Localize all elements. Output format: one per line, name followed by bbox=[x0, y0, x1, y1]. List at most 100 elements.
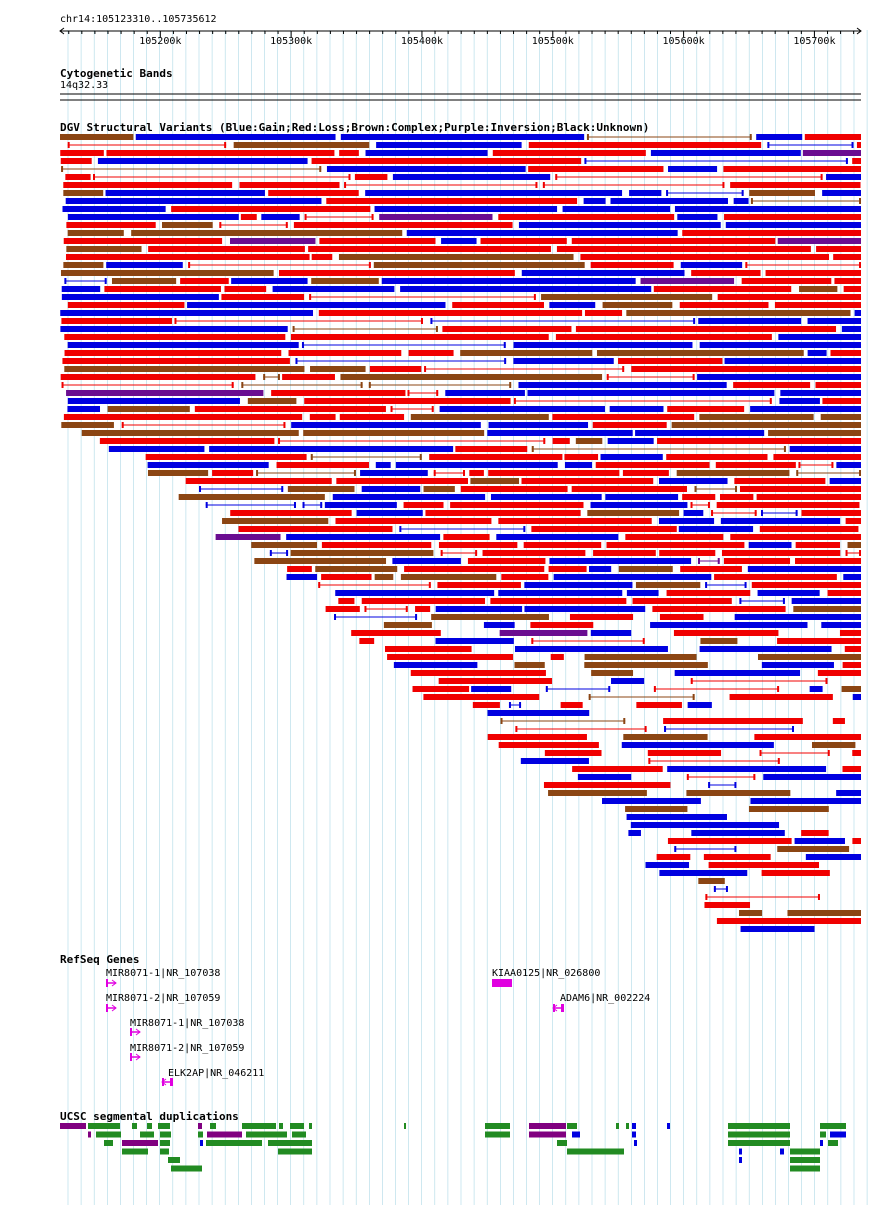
gene-exon[interactable] bbox=[130, 1028, 132, 1036]
dgv-variant[interactable] bbox=[777, 846, 850, 852]
dgv-variant[interactable] bbox=[66, 246, 142, 252]
dgv-variant[interactable] bbox=[584, 310, 623, 316]
dgv-variant-end[interactable] bbox=[405, 606, 408, 612]
dgv-variant[interactable] bbox=[843, 286, 861, 292]
dgv-variant[interactable] bbox=[60, 310, 314, 316]
dgv-variant[interactable] bbox=[375, 462, 391, 468]
dgv-variant[interactable] bbox=[843, 574, 861, 580]
dgv-variant[interactable] bbox=[833, 254, 861, 260]
dgv-variant-end[interactable] bbox=[224, 142, 227, 148]
dgv-variant[interactable] bbox=[445, 390, 525, 396]
dgv-variant[interactable] bbox=[335, 518, 492, 524]
dgv-variant[interactable] bbox=[251, 542, 318, 548]
dgv-variant[interactable] bbox=[600, 454, 663, 460]
dgv-variant[interactable] bbox=[455, 446, 528, 452]
dgv-variant[interactable] bbox=[553, 574, 712, 580]
dgv-variant[interactable] bbox=[852, 838, 861, 844]
dgv-variant[interactable] bbox=[530, 622, 594, 628]
dgv-variant-end[interactable] bbox=[428, 582, 431, 588]
dgv-variant[interactable] bbox=[801, 830, 829, 836]
dgv-variant[interactable] bbox=[527, 390, 775, 396]
dgv-variant-end[interactable] bbox=[606, 374, 609, 380]
dgv-variant[interactable] bbox=[351, 630, 441, 636]
dgv-variant[interactable] bbox=[552, 414, 695, 420]
dgv-variant-end[interactable] bbox=[725, 886, 728, 892]
dgv-variant[interactable] bbox=[369, 366, 422, 372]
dgv-variant[interactable] bbox=[739, 486, 861, 492]
dgv-variant[interactable] bbox=[734, 478, 826, 484]
dgv-variant-end[interactable] bbox=[825, 678, 828, 684]
dgv-variant[interactable] bbox=[699, 414, 814, 420]
dgv-variant[interactable] bbox=[584, 654, 697, 660]
dgv-variant[interactable] bbox=[67, 342, 299, 348]
dgv-variant-end[interactable] bbox=[653, 686, 656, 692]
dgv-variant-end[interactable] bbox=[767, 142, 770, 148]
dgv-variant[interactable] bbox=[438, 542, 518, 548]
dgv-variant[interactable] bbox=[630, 822, 780, 828]
segdup-block[interactable] bbox=[728, 1140, 790, 1146]
dgv-variant-end[interactable] bbox=[690, 502, 693, 508]
segdup-block[interactable] bbox=[171, 1165, 202, 1172]
dgv-variant-end[interactable] bbox=[759, 750, 762, 756]
dgv-variant[interactable] bbox=[524, 606, 646, 612]
dgv-variant[interactable] bbox=[131, 230, 403, 236]
dgv-variant-end[interactable] bbox=[515, 726, 518, 732]
gene-label[interactable]: MIR8071-2|NR_107059 bbox=[130, 1043, 244, 1054]
dgv-variant[interactable] bbox=[691, 270, 761, 276]
dgv-variant-end[interactable] bbox=[777, 758, 780, 764]
dgv-variant[interactable] bbox=[361, 486, 421, 492]
dgv-variant-end[interactable] bbox=[791, 726, 794, 732]
dgv-variant-end[interactable] bbox=[293, 502, 296, 508]
gene-label[interactable]: MIR8071-1|NR_107038 bbox=[130, 1018, 244, 1029]
dgv-variant[interactable] bbox=[682, 230, 861, 236]
dgv-variant[interactable] bbox=[847, 542, 861, 548]
dgv-variant-end[interactable] bbox=[219, 222, 222, 228]
segdup-block[interactable] bbox=[632, 1131, 636, 1138]
dgv-variant-end[interactable] bbox=[817, 894, 820, 900]
dgv-variant-end[interactable] bbox=[741, 190, 744, 196]
dgv-variant[interactable] bbox=[636, 702, 682, 708]
dgv-variant[interactable] bbox=[60, 374, 256, 380]
gene-exon[interactable] bbox=[170, 1078, 173, 1086]
dgv-variant-end[interactable] bbox=[545, 686, 548, 692]
dgv-variant-end[interactable] bbox=[666, 190, 669, 196]
dgv-variant[interactable] bbox=[626, 590, 659, 596]
dgv-variant[interactable] bbox=[673, 630, 779, 636]
dgv-variant[interactable] bbox=[518, 382, 727, 388]
dgv-variant-end[interactable] bbox=[648, 758, 651, 764]
dgv-variant[interactable] bbox=[171, 206, 371, 212]
dgv-variant-end[interactable] bbox=[281, 486, 284, 492]
dgv-variant[interactable] bbox=[488, 470, 620, 476]
dgv-variant[interactable] bbox=[730, 182, 861, 188]
dgv-variant[interactable] bbox=[340, 134, 585, 140]
dgv-variant-end[interactable] bbox=[419, 454, 422, 460]
dgv-variant[interactable] bbox=[66, 222, 156, 228]
dgv-variant-end[interactable] bbox=[269, 550, 272, 556]
dgv-variant[interactable] bbox=[719, 494, 754, 500]
dgv-variant-end[interactable] bbox=[390, 406, 393, 412]
dgv-variant-end[interactable] bbox=[694, 486, 697, 492]
dgv-variant[interactable] bbox=[99, 438, 275, 444]
dgv-track-title[interactable]: DGV Structural Variants (Blue:Gain;Red:L… bbox=[60, 121, 650, 134]
dgv-variant[interactable] bbox=[518, 222, 721, 228]
dgv-variant[interactable] bbox=[310, 366, 366, 372]
dgv-variant[interactable] bbox=[659, 550, 716, 556]
dgv-variant-end[interactable] bbox=[121, 422, 124, 428]
segdup-block[interactable] bbox=[88, 1123, 120, 1129]
dgv-variant[interactable] bbox=[761, 870, 830, 876]
dgv-variant[interactable] bbox=[108, 446, 205, 452]
dgv-variant[interactable] bbox=[793, 606, 861, 612]
gene-glyph[interactable] bbox=[492, 979, 512, 987]
dgv-variant[interactable] bbox=[564, 454, 599, 460]
dgv-variant-end[interactable] bbox=[735, 486, 738, 492]
segdup-block[interactable] bbox=[728, 1123, 790, 1129]
dgv-variant-end[interactable] bbox=[761, 510, 764, 516]
dgv-variant-end[interactable] bbox=[795, 510, 798, 516]
dgv-variant-end[interactable] bbox=[796, 470, 799, 476]
dgv-variant-end[interactable] bbox=[798, 462, 801, 468]
dgv-variant-end[interactable] bbox=[845, 550, 848, 556]
dgv-variant[interactable] bbox=[209, 446, 454, 452]
dgv-variant[interactable] bbox=[716, 918, 861, 924]
dgv-variant[interactable] bbox=[441, 238, 477, 244]
dgv-variant[interactable] bbox=[588, 566, 612, 572]
